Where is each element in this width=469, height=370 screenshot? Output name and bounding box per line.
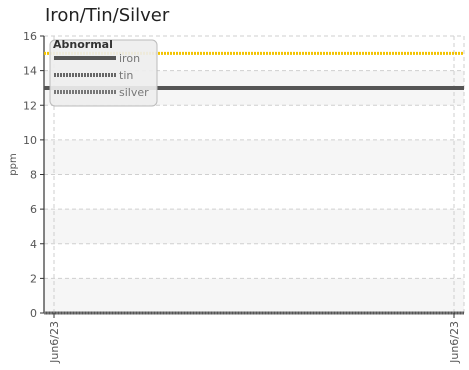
y-tick-label: 4 — [30, 238, 37, 251]
y-axis-label: ppm — [8, 153, 19, 175]
y-tick-label: 16 — [23, 30, 37, 43]
legend-label-iron: iron — [119, 52, 140, 65]
plot-band — [44, 139, 464, 175]
legend-label-silver: silver — [119, 86, 149, 99]
legend-label-tin: tin — [119, 69, 133, 82]
plot-band — [44, 278, 464, 313]
y-tick-label: 6 — [30, 203, 37, 216]
y-tick-label: 10 — [23, 134, 37, 147]
y-tick-label: 0 — [30, 307, 37, 320]
y-tick-label: 14 — [23, 65, 37, 78]
legend: Abnormal iron tin silver — [49, 38, 158, 107]
x-tick-label: Jun6/23 — [448, 321, 461, 364]
legend-title: Abnormal — [53, 38, 113, 51]
y-tick-label: 2 — [30, 272, 37, 285]
y-tick-label: 12 — [23, 99, 37, 112]
y-tick-label: 8 — [30, 169, 37, 182]
x-tick-label: Jun6/23 — [48, 321, 61, 364]
plot-band — [44, 209, 464, 244]
chart-title: Iron/Tin/Silver — [45, 5, 170, 26]
